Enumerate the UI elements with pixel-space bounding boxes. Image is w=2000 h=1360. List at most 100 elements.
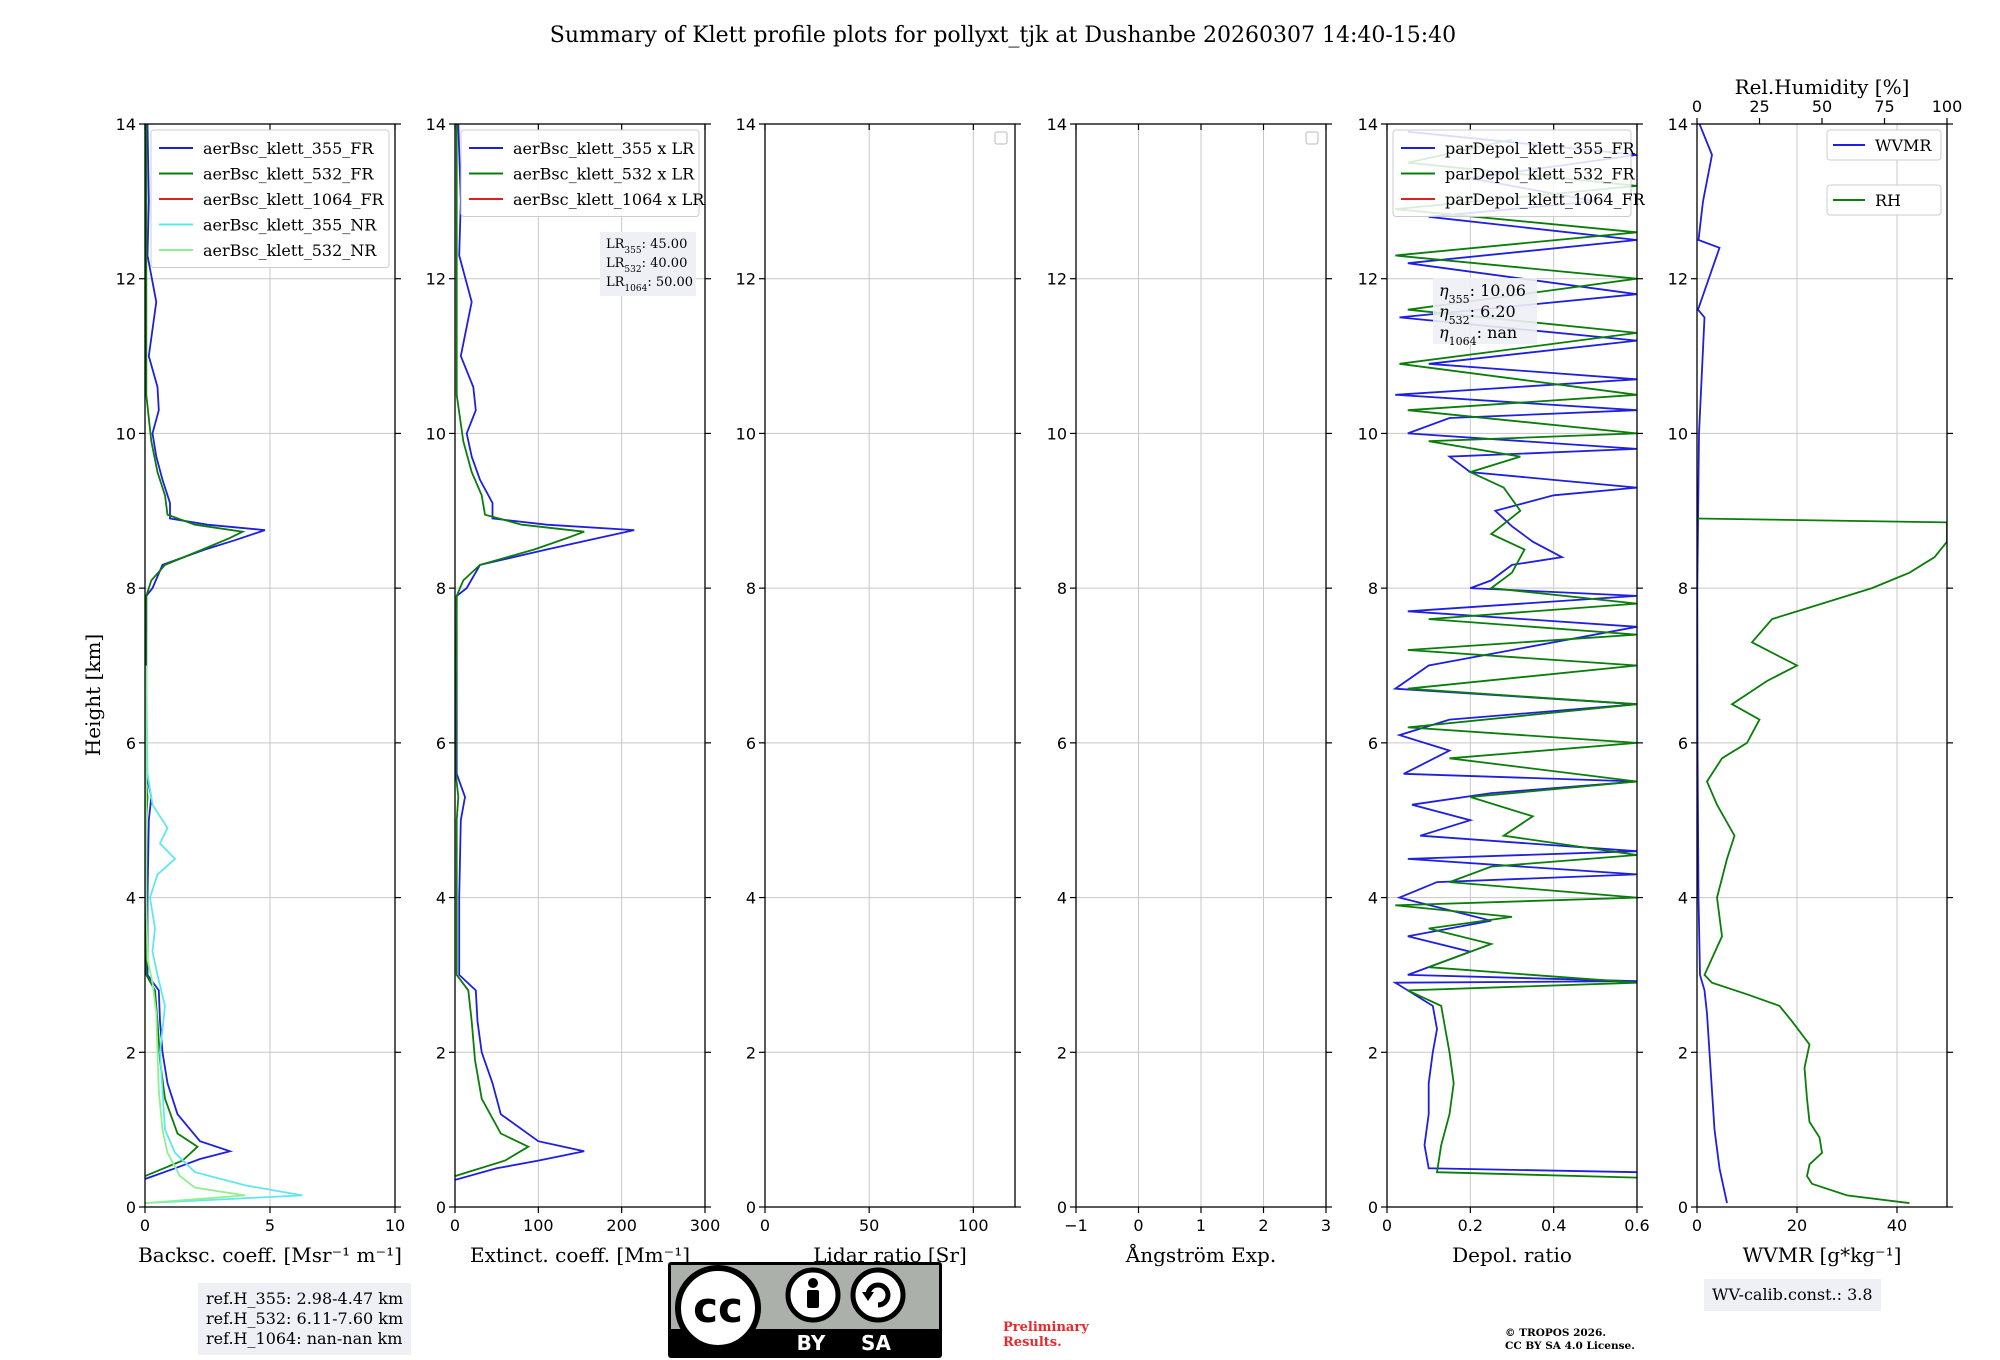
series-line-aerBsc_klett_355_FR [145,124,266,1180]
cc-sa-label: SA [861,1331,891,1355]
y-tick-label: 10 [736,424,756,443]
x-tick-label: 0 [1133,1216,1143,1235]
x-tick-label: 10 [385,1216,405,1235]
series-line-WVMR [1697,124,1728,1204]
legend-label: aerBsc_klett_532 x LR [513,165,695,184]
x-tick-label: 100 [958,1216,989,1235]
legend-label: parDepol_klett_355_FR [1445,139,1636,158]
empty-legend-box [1305,131,1319,145]
y-tick-label: 0 [746,1198,756,1217]
x-tick-label: −1 [1064,1216,1088,1235]
y-tick-label: 2 [436,1043,446,1062]
legend-box [1392,129,1632,217]
y-tick-label: 4 [746,889,756,908]
series-line-aerBsc_klett_532_NR [145,665,246,1204]
copyright-line-1: © TROPOS 2026. [1505,1327,1607,1339]
copyright-note: © TROPOS 2026. CC BY SA 4.0 License. [1505,1327,1635,1353]
y-tick-label: 2 [126,1043,136,1062]
y-tick-label: 14 [736,115,756,134]
x-axis-label: Depol. ratio [1452,1243,1572,1267]
y-tick-label: 14 [1047,115,1067,134]
y-tick-label: 10 [1668,424,1688,443]
x-tick-label: 0 [1692,1216,1702,1235]
y-tick-label: 10 [1047,424,1067,443]
panel-wvmr_rh: 0 20 40 0 2 4 6 8 10 12 14 WVMR [g*kg⁻¹] 0 25 50 75 100 R… [1668,75,1963,1267]
top-x-tick-label: 50 [1812,97,1832,116]
legend-box [1826,184,1942,216]
top-x-tick-label: 0 [1692,97,1702,116]
ref-height-1064: ref.H_1064: nan-nan km [206,1329,403,1348]
series-group [1697,124,1947,1204]
x-tick-label: 200 [606,1216,637,1235]
legend-label: aerBsc_klett_355_NR [203,216,377,235]
y-tick-label: 6 [1057,734,1067,753]
x-axis-label: Extinct. coeff. [Mm⁻¹] [470,1243,690,1267]
legend-box [460,129,700,217]
axes-frame [454,123,706,1208]
panel-extinction: 0 100 200 300 0 2 4 6 8 10 12 14 Extinct. coeff. [Mm… [426,115,721,1267]
y-tick-label: 8 [1057,579,1067,598]
x-tick-label: 0.2 [1458,1216,1483,1235]
copyright-line-2: CC BY SA 4.0 License. [1505,1340,1635,1352]
cc-by-sa-license-logo: cc BY SA [668,1262,942,1358]
lr-annotation-line: LR532: 40.00 [606,256,687,275]
top-x-tick-label: 75 [1874,97,1894,116]
y-tick-label: 14 [1668,115,1688,134]
panel-depolarization: 0 0.2 0.4 0.6 0 2 4 6 8 10 12 14 Depol. ratio parDepo… [1358,115,1650,1267]
y-tick-label: 6 [1678,734,1688,753]
y-tick-label: 0 [1368,1198,1378,1217]
y-tick-label: 2 [1678,1043,1688,1062]
preliminary-line-2: Results. [1003,1335,1062,1350]
x-tick-label: 5 [265,1216,275,1235]
y-tick-label: 8 [746,579,756,598]
eta-annotation-line: η1064: nan [1439,323,1517,348]
y-tick-label: 4 [126,889,136,908]
top-x-tick-label: 100 [1932,97,1963,116]
legend: aerBsc_klett_355 x LR aerBsc_klett_532 x … [460,129,705,217]
y-tick-label: 14 [116,115,136,134]
lr-annotation-line: LR1064: 50.00 [606,275,693,294]
legend-label: aerBsc_klett_532_NR [203,241,377,260]
legend-label: parDepol_klett_1064_FR [1445,190,1646,209]
lr-annotation-box [600,232,696,296]
x-tick-label: 0 [760,1216,770,1235]
series-line-parDepol_klett_532_FR [1395,138,1637,1179]
legend-label: WVMR [1875,136,1932,155]
legend-label: aerBsc_klett_355 x LR [513,139,695,158]
eta-annotation-box [1433,278,1537,344]
x-tick-label: 3 [1321,1216,1331,1235]
panel-backscatter: 0 5 10 0 2 4 6 8 10 12 14 Backsc. coeff. [Msr⁻¹ m⁻¹… [116,115,406,1267]
x-tick-label: 0.4 [1541,1216,1566,1235]
y-tick-label: 0 [1678,1198,1688,1217]
y-tick-label: 12 [1047,270,1067,289]
axes-frame [1386,123,1638,1208]
x-tick-label: 0 [140,1216,150,1235]
wv-calib-box: WV-calib.const.: 3.8 [1704,1279,1881,1311]
empty-legend-box [994,131,1008,145]
y-tick-label: 4 [1678,889,1688,908]
y-tick-label: 10 [116,424,136,443]
x-tick-label: 0 [450,1216,460,1235]
eta-annotation-line: η355: 10.06 [1439,281,1526,306]
x-tick-label: 300 [690,1216,721,1235]
ref-height-532: ref.H_532: 6.11-7.60 km [206,1309,404,1328]
y-tick-label: 14 [1358,115,1378,134]
x-tick-label: 50 [859,1216,879,1235]
y-tick-label: 6 [126,734,136,753]
legend-box [1826,129,1942,161]
y-tick-label: 2 [746,1043,756,1062]
y-tick-label: 12 [736,270,756,289]
series-group [145,124,303,1204]
series-line-aerBsc_klett_355_NR [145,665,303,1204]
x-tick-label: 0.6 [1624,1216,1649,1235]
legend-label: aerBsc_klett_355_FR [203,139,374,158]
y-tick-label: 12 [1668,270,1688,289]
legend: WVMR RH [1826,129,1942,216]
y-tick-label: 12 [1358,270,1378,289]
y-tick-label: 0 [126,1198,136,1217]
axes-frame [1696,123,1948,1208]
eta-annotation-line: η532: 6.20 [1439,302,1516,327]
